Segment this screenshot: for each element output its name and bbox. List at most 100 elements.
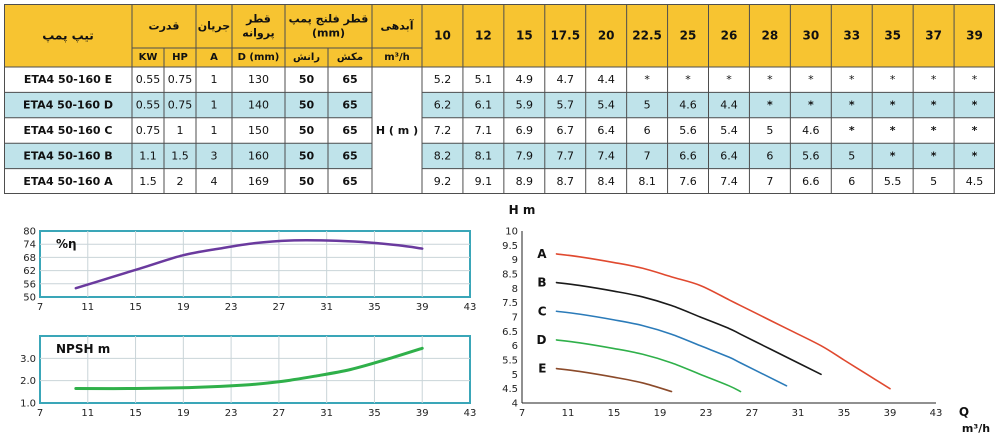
head-value: 8.1: [638, 175, 656, 188]
head-value: 6: [766, 149, 773, 162]
row-hp: 0.75: [168, 73, 193, 86]
head-value: 4.6: [679, 99, 697, 112]
header-discharge: رانش: [293, 52, 320, 63]
eff-y-tick: 80: [23, 227, 36, 238]
hq-y-tick: 7: [512, 313, 518, 324]
head-value: *: [972, 124, 978, 137]
row-d: 160: [248, 149, 269, 162]
head-value: 7: [766, 175, 773, 188]
model-name: ETA4 50-160 D: [23, 99, 113, 112]
head-value: *: [890, 99, 896, 112]
head-value: *: [931, 124, 937, 137]
model-name: ETA4 50-160 E: [24, 73, 112, 86]
head-value: 7.4: [720, 175, 738, 188]
head-value: *: [972, 149, 978, 162]
head-value: 4.7: [557, 73, 575, 86]
header-flange: قطر فلنج پمپ: [289, 13, 369, 26]
flow-value: 30: [802, 29, 819, 43]
npsh-x-tick: 43: [464, 408, 477, 419]
head-value: 6.6: [679, 149, 697, 162]
eff-x-tick: 35: [368, 302, 381, 313]
row-hp: 1: [177, 124, 184, 137]
flow-value: 39: [966, 29, 983, 43]
head-value: 6.2: [434, 99, 452, 112]
eff-x-tick: 43: [464, 302, 477, 313]
head-value: *: [849, 73, 855, 86]
head-value: 8.7: [557, 175, 575, 188]
row-d: 150: [248, 124, 269, 137]
eff-y-tick: 74: [23, 240, 36, 251]
head-value: 6.9: [516, 124, 534, 137]
flow-value: 28: [762, 29, 779, 43]
npsh-x-tick: 7: [37, 408, 43, 419]
head-value: 7.2: [434, 124, 452, 137]
head-value: 9.2: [434, 175, 452, 188]
eff-y-tick: 56: [23, 279, 36, 290]
head-value: 5.9: [516, 99, 534, 112]
head-value: 7.1: [475, 124, 493, 137]
header-a: A: [210, 52, 218, 63]
row-a: 4: [211, 175, 218, 188]
row-a: 3: [211, 149, 218, 162]
hq-x-tick: 31: [792, 408, 805, 419]
head-value: 6.7: [557, 124, 575, 137]
row-discharge: 50: [299, 99, 315, 112]
head-value: *: [849, 124, 855, 137]
npsh-x-tick: 23: [225, 408, 238, 419]
header-flow: آبدهی: [380, 19, 413, 33]
head-value: 7.7: [557, 149, 575, 162]
flow-value: 22.5: [632, 29, 662, 43]
row-suction: 65: [342, 73, 357, 86]
row-discharge: 50: [299, 124, 315, 137]
hq-xunit: m³/h: [962, 422, 990, 435]
row-a: 1: [211, 99, 218, 112]
head-value: *: [931, 99, 937, 112]
hq-x-tick: 23: [700, 408, 713, 419]
hq-ylabel: H m: [509, 203, 536, 217]
head-value: 8.1: [475, 149, 493, 162]
header-flange: (mm): [312, 27, 345, 40]
head-value: 6.6: [802, 175, 820, 188]
hq-x-tick: 19: [654, 408, 667, 419]
head-value: 7.9: [516, 149, 534, 162]
hq-y-tick: 5.5: [502, 356, 518, 367]
eff-ylabel: %η: [56, 237, 77, 251]
hq-y-tick: 9.5: [502, 241, 518, 252]
head-value: 8.9: [516, 175, 534, 188]
eff-x-tick: 23: [225, 302, 238, 313]
npsh-y-tick: 3.0: [20, 354, 36, 365]
header-kw: KW: [139, 52, 158, 63]
eff-x-tick: 39: [416, 302, 429, 313]
eff-x-tick: 7: [37, 302, 43, 313]
header-model: تیپ پمپ: [42, 29, 94, 43]
npsh-x-tick: 35: [368, 408, 381, 419]
head-value: 5.4: [597, 99, 615, 112]
hq-y-tick: 7.5: [502, 298, 518, 309]
row-suction: 65: [342, 99, 357, 112]
head-value: 5: [766, 124, 773, 137]
row-d: 140: [248, 99, 269, 112]
hq-series-line-C: [557, 311, 787, 386]
row-suction: 65: [342, 149, 357, 162]
head-value: *: [767, 73, 773, 86]
head-value: 8.2: [434, 149, 452, 162]
model-name: ETA4 50-160 B: [23, 149, 112, 162]
head-value: 6: [644, 124, 651, 137]
npsh-x-tick: 11: [81, 408, 94, 419]
head-value: *: [890, 149, 896, 162]
row-hp: 0.75: [168, 99, 193, 112]
eff-frame: [40, 231, 470, 297]
head-value: 4.9: [516, 73, 534, 86]
flow-value: 35: [884, 29, 901, 43]
hq-series-label: A: [537, 247, 547, 261]
head-value: *: [890, 73, 896, 86]
hq-series-label: E: [538, 362, 546, 376]
hq-y-tick: 8.5: [502, 270, 518, 281]
npsh-y-tick: 2.0: [20, 376, 36, 387]
row-a: 1: [211, 73, 218, 86]
row-a: 1: [211, 124, 218, 137]
head-value: 5.4: [720, 124, 738, 137]
eff-x-tick: 11: [81, 302, 94, 313]
row-kw: 0.55: [136, 99, 161, 112]
